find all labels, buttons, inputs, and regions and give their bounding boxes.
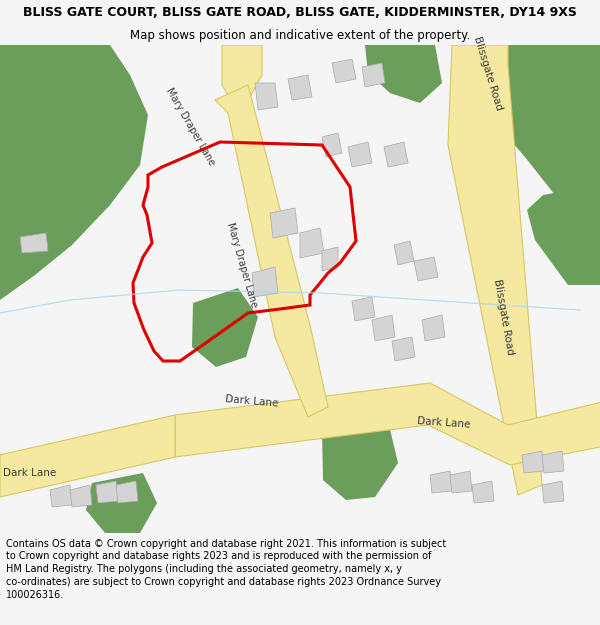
Text: Dark Lane: Dark Lane — [225, 394, 279, 408]
Polygon shape — [255, 83, 278, 110]
Text: Dark Lane: Dark Lane — [417, 416, 471, 430]
Polygon shape — [20, 233, 48, 253]
Text: Blissgate Road: Blissgate Road — [472, 35, 504, 111]
Polygon shape — [50, 485, 72, 507]
Text: Mary Draper Lane: Mary Draper Lane — [225, 221, 259, 309]
Polygon shape — [542, 481, 564, 503]
Polygon shape — [394, 241, 414, 265]
Polygon shape — [96, 481, 118, 503]
Text: Dark Lane: Dark Lane — [4, 468, 56, 478]
Polygon shape — [322, 247, 338, 271]
Polygon shape — [0, 415, 175, 497]
Polygon shape — [414, 257, 438, 281]
Text: Contains OS data © Crown copyright and database right 2021. This information is : Contains OS data © Crown copyright and d… — [6, 539, 446, 600]
Polygon shape — [392, 337, 415, 361]
Text: Mary Draper Lane: Mary Draper Lane — [164, 86, 217, 168]
Polygon shape — [384, 142, 408, 167]
Polygon shape — [527, 185, 600, 285]
Polygon shape — [450, 471, 472, 493]
Polygon shape — [430, 471, 452, 493]
Polygon shape — [252, 267, 278, 297]
Polygon shape — [352, 297, 375, 321]
Text: BLISS GATE COURT, BLISS GATE ROAD, BLISS GATE, KIDDERMINSTER, DY14 9XS: BLISS GATE COURT, BLISS GATE ROAD, BLISS… — [23, 6, 577, 19]
Polygon shape — [372, 315, 395, 341]
Polygon shape — [448, 45, 542, 495]
Polygon shape — [215, 85, 328, 417]
Polygon shape — [322, 421, 398, 500]
Polygon shape — [288, 75, 312, 100]
Text: Map shows position and indicative extent of the property.: Map shows position and indicative extent… — [130, 29, 470, 42]
Polygon shape — [192, 288, 258, 367]
Polygon shape — [175, 383, 600, 465]
Polygon shape — [0, 45, 148, 300]
Polygon shape — [322, 133, 342, 157]
Polygon shape — [522, 451, 544, 473]
Polygon shape — [422, 315, 445, 341]
Polygon shape — [362, 63, 385, 87]
Polygon shape — [270, 208, 298, 238]
Polygon shape — [490, 45, 600, 200]
Text: Blissgate Road: Blissgate Road — [493, 278, 515, 356]
Polygon shape — [332, 59, 356, 83]
Polygon shape — [86, 473, 157, 533]
Polygon shape — [300, 228, 324, 258]
Polygon shape — [542, 451, 564, 473]
Polygon shape — [222, 45, 262, 115]
Polygon shape — [365, 45, 442, 103]
Polygon shape — [348, 142, 372, 167]
Polygon shape — [472, 481, 494, 503]
Polygon shape — [70, 485, 92, 507]
Polygon shape — [116, 481, 138, 503]
